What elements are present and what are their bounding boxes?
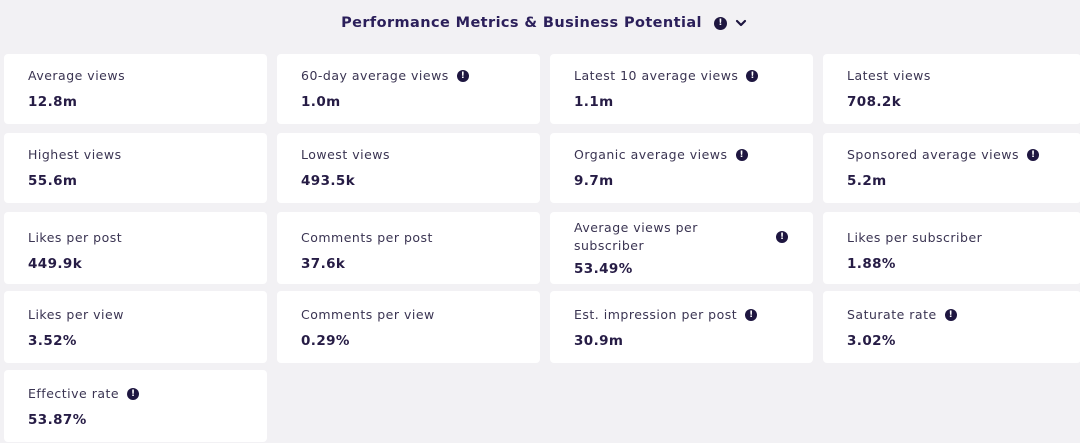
metric-label: Likes per view	[28, 307, 124, 322]
metric-card-est-impression-per-post: Est. impression per post 30.9m	[550, 291, 813, 363]
metric-value: 3.02%	[847, 333, 896, 349]
metrics-grid: Average views 12.8m 60-day average views…	[4, 54, 1080, 442]
metric-card-average-views-per-subscriber: Average views per subscriber 53.49%	[550, 212, 813, 284]
metric-card-organic-average-views: Organic average views 9.7m	[550, 133, 813, 203]
section-header: Performance Metrics & Business Potential	[0, 0, 1080, 46]
metric-label: Effective rate	[28, 386, 120, 401]
metric-card-comments-per-post: Comments per post 37.6k	[277, 212, 540, 284]
info-icon[interactable]	[944, 309, 957, 321]
section-title: Performance Metrics & Business Potential	[341, 15, 702, 31]
metric-value: 3.52%	[28, 333, 77, 349]
metric-value: 53.49%	[574, 261, 633, 277]
metric-label: Latest 10 average views	[574, 68, 739, 83]
metric-value: 708.2k	[847, 94, 902, 110]
metric-value: 37.6k	[301, 256, 346, 272]
metric-value: 53.87%	[28, 412, 87, 428]
metric-label: Average views per subscriber	[574, 220, 698, 253]
metric-label: Latest views	[847, 68, 931, 83]
metric-label: Comments per view	[301, 307, 435, 322]
metric-card-comments-per-view: Comments per view 0.29%	[277, 291, 540, 363]
metric-value: 1.1m	[574, 94, 614, 110]
metric-card-likes-per-post: Likes per post 449.9k	[4, 212, 267, 284]
metric-card-latest-10-average-views: Latest 10 average views 1.1m	[550, 54, 813, 124]
metric-value: 30.9m	[574, 333, 624, 349]
metric-card-sponsored-average-views: Sponsored average views 5.2m	[823, 133, 1080, 203]
metric-label: Saturate rate	[847, 307, 937, 322]
metric-card-saturate-rate: Saturate rate 3.02%	[823, 291, 1080, 363]
metric-label: Likes per post	[28, 230, 123, 245]
info-icon[interactable]	[745, 309, 758, 321]
chevron-down-icon[interactable]	[735, 17, 747, 29]
metric-card-effective-rate: Effective rate 53.87%	[4, 370, 267, 442]
metric-value: 5.2m	[847, 173, 887, 189]
info-icon[interactable]	[735, 149, 748, 161]
info-icon[interactable]	[127, 388, 140, 400]
metric-value: 12.8m	[28, 94, 78, 110]
metric-label: Est. impression per post	[574, 307, 738, 322]
metric-label: Highest views	[28, 147, 122, 162]
metric-value: 449.9k	[28, 256, 83, 272]
info-icon[interactable]	[746, 70, 759, 82]
metric-label: 60-day average views	[301, 68, 449, 83]
info-icon[interactable]	[713, 16, 727, 30]
metric-card-average-views: Average views 12.8m	[4, 54, 267, 124]
metric-label: Comments per post	[301, 230, 433, 245]
info-icon[interactable]	[456, 70, 469, 82]
metric-label: Organic average views	[574, 147, 728, 162]
metric-card-highest-views: Highest views 55.6m	[4, 133, 267, 203]
metric-value: 1.0m	[301, 94, 341, 110]
section-header-toggle[interactable]: Performance Metrics & Business Potential	[341, 15, 747, 31]
metric-value: 9.7m	[574, 173, 614, 189]
info-icon[interactable]	[1027, 149, 1040, 161]
metric-label: Likes per subscriber	[847, 230, 983, 245]
metric-card-likes-per-subscriber: Likes per subscriber 1.88%	[823, 212, 1080, 284]
info-icon[interactable]	[776, 231, 788, 243]
metric-card-likes-per-view: Likes per view 3.52%	[4, 291, 267, 363]
metric-value: 1.88%	[847, 256, 896, 272]
metric-value: 55.6m	[28, 173, 78, 189]
metric-card-latest-views: Latest views 708.2k	[823, 54, 1080, 124]
metric-label: Lowest views	[301, 147, 390, 162]
metric-label: Average views	[28, 68, 126, 83]
metric-card-60-day-average-views: 60-day average views 1.0m	[277, 54, 540, 124]
metric-card-lowest-views: Lowest views 493.5k	[277, 133, 540, 203]
metric-value: 0.29%	[301, 333, 350, 349]
metric-value: 493.5k	[301, 173, 356, 189]
metric-label: Sponsored average views	[847, 147, 1020, 162]
